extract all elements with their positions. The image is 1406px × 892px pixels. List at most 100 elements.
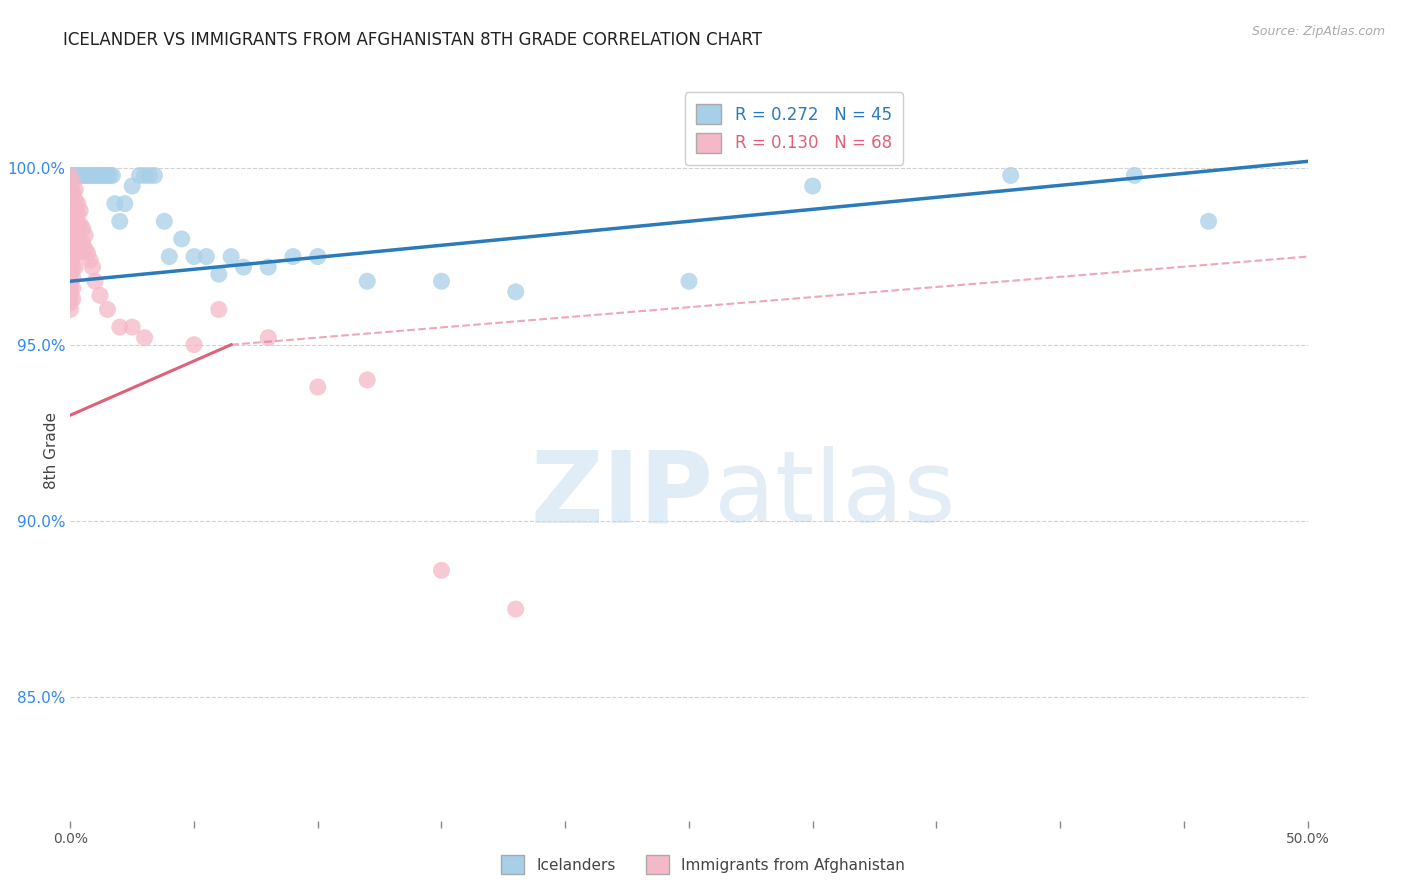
Point <box>101 169 124 183</box>
Point <box>89 169 111 183</box>
Point <box>69 169 91 183</box>
Point <box>62 239 84 253</box>
Point <box>98 169 121 183</box>
Point <box>62 228 84 243</box>
Point <box>183 250 205 264</box>
Point <box>801 179 824 194</box>
Point <box>62 186 84 200</box>
Point <box>69 203 91 218</box>
Point <box>96 302 118 317</box>
Point <box>307 250 329 264</box>
Point <box>84 169 107 183</box>
Point <box>59 253 82 268</box>
Point <box>65 193 87 207</box>
Point <box>72 235 94 250</box>
Point <box>59 239 82 253</box>
Point <box>62 270 84 285</box>
Point <box>76 246 98 260</box>
Point <box>121 320 143 334</box>
Point <box>134 169 156 183</box>
Point <box>430 274 453 288</box>
Point <box>86 169 108 183</box>
Point <box>505 602 527 616</box>
Point <box>79 253 101 268</box>
Point <box>157 250 180 264</box>
Point <box>208 302 231 317</box>
Point <box>232 260 254 274</box>
Point <box>59 288 82 302</box>
Point <box>65 214 87 228</box>
Point <box>1123 169 1146 183</box>
Point <box>96 169 118 183</box>
Point <box>59 183 82 197</box>
Point <box>82 169 104 183</box>
Point <box>65 246 87 260</box>
Point <box>356 373 378 387</box>
Point <box>505 285 527 299</box>
Point <box>75 228 97 243</box>
Point <box>59 295 82 310</box>
Point <box>183 337 205 351</box>
Point <box>208 267 231 281</box>
Point <box>307 380 329 394</box>
Text: ZIP: ZIP <box>531 446 714 543</box>
Point <box>356 274 378 288</box>
Point <box>59 260 82 274</box>
Point <box>66 232 89 246</box>
Point <box>59 203 82 218</box>
Legend: Icelanders, Immigrants from Afghanistan: Icelanders, Immigrants from Afghanistan <box>495 849 911 880</box>
Point <box>59 196 82 211</box>
Point <box>76 169 98 183</box>
Point <box>75 243 97 257</box>
Text: Source: ZipAtlas.com: Source: ZipAtlas.com <box>1251 25 1385 38</box>
Point <box>62 218 84 232</box>
Point <box>94 169 117 183</box>
Point <box>678 274 700 288</box>
Point <box>66 196 89 211</box>
Point <box>257 260 280 274</box>
Point <box>62 281 84 295</box>
Point <box>62 292 84 306</box>
Point <box>59 218 82 232</box>
Point <box>75 169 97 183</box>
Point <box>91 169 114 183</box>
Point <box>66 169 89 183</box>
Point <box>121 179 143 194</box>
Point <box>66 207 89 221</box>
Point <box>138 169 160 183</box>
Point <box>257 331 280 345</box>
Point <box>59 176 82 190</box>
Point <box>170 232 193 246</box>
Point <box>62 260 84 274</box>
Point <box>82 260 104 274</box>
Point <box>65 169 87 183</box>
Point <box>62 250 84 264</box>
Point <box>69 218 91 232</box>
Point <box>134 331 156 345</box>
Point <box>104 196 127 211</box>
Point <box>59 232 82 246</box>
Point <box>108 320 131 334</box>
Point <box>66 246 89 260</box>
Y-axis label: 8th Grade: 8th Grade <box>44 412 59 489</box>
Point <box>66 218 89 232</box>
Point <box>62 186 84 200</box>
Point <box>89 288 111 302</box>
Point <box>62 207 84 221</box>
Point <box>65 260 87 274</box>
Point <box>59 211 82 225</box>
Text: ICELANDER VS IMMIGRANTS FROM AFGHANISTAN 8TH GRADE CORRELATION CHART: ICELANDER VS IMMIGRANTS FROM AFGHANISTAN… <box>63 31 762 49</box>
Point <box>69 239 91 253</box>
Point <box>128 169 150 183</box>
Point <box>59 267 82 281</box>
Point <box>143 169 166 183</box>
Point <box>84 274 107 288</box>
Point <box>79 169 101 183</box>
Point <box>108 214 131 228</box>
Point <box>65 235 87 250</box>
Point <box>72 221 94 235</box>
Point <box>59 225 82 239</box>
Point <box>65 183 87 197</box>
Point <box>430 563 453 577</box>
Point <box>59 246 82 260</box>
